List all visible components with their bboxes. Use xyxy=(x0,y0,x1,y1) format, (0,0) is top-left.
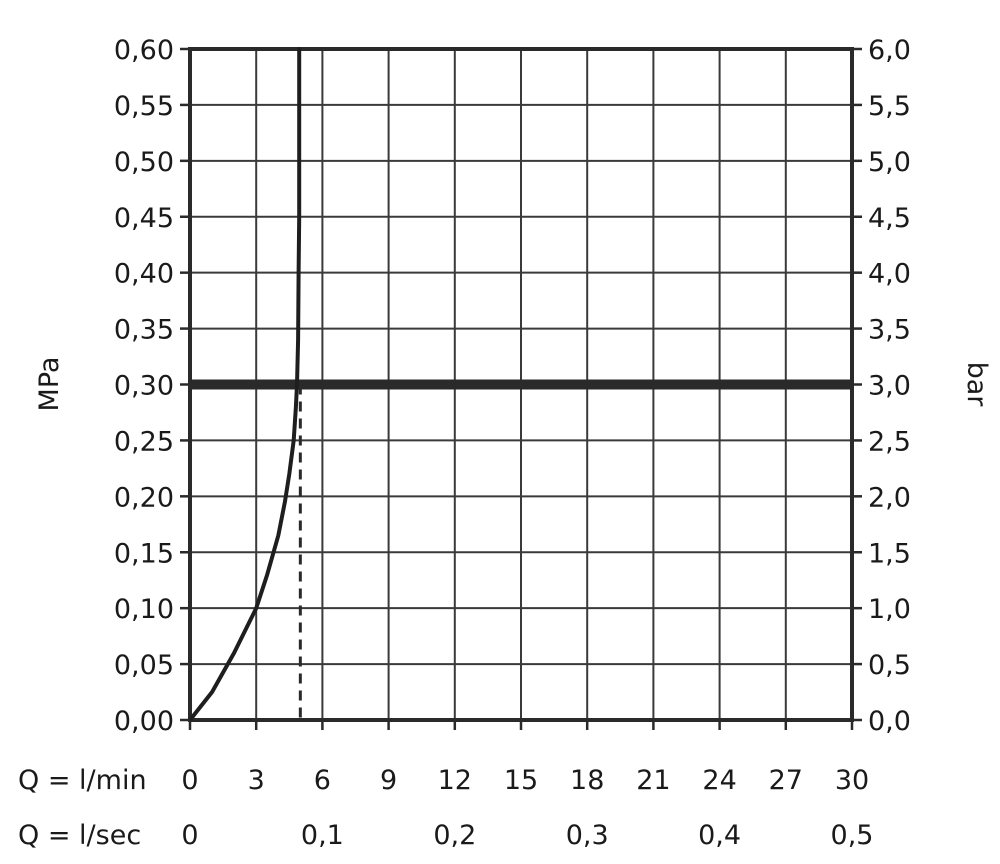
y-axis-left-tick-label: 0,50 xyxy=(114,147,174,178)
y-axis-left-tick-label: 0,30 xyxy=(114,371,174,402)
y-axis-left-tick-label: 0,45 xyxy=(114,203,174,234)
x-axis-lmin-title: Q = l/min xyxy=(18,765,147,796)
x-axis-lmin-tick-label: 24 xyxy=(702,765,736,796)
y-axis-left-ticks: 0,00 0,05 0,10 0,15 0,20 0,25 0,30 0,35 0,40 0,45… xyxy=(114,35,190,737)
x-axis-lsec-tick-label: 0,1 xyxy=(301,820,344,851)
y-axis-right-tick-label: 2,5 xyxy=(868,426,911,457)
x-axis-lmin-tick-label: 0 xyxy=(181,765,198,796)
x-axis-lsec-tick-label: 0,5 xyxy=(831,820,874,851)
x-axis-lsec-tick-label: 0 xyxy=(181,820,198,851)
y-axis-left-tick-label: 0,35 xyxy=(114,315,174,346)
y-axis-right-tick-label: 1,5 xyxy=(868,538,911,569)
x-axis-lsec-tick-label: 0,2 xyxy=(433,820,476,851)
y-axis-right-tick-label: 4,5 xyxy=(868,203,911,234)
y-axis-left-tick-label: 0,15 xyxy=(114,538,174,569)
y-axis-right-tick-label: 3,0 xyxy=(868,371,911,402)
reference-lines xyxy=(190,379,852,720)
y-axis-right-title: bar xyxy=(961,362,992,408)
x-axis-lmin-tick-label: 18 xyxy=(570,765,604,796)
x-axis-lmin-tick-label: 3 xyxy=(248,765,265,796)
y-axis-left-tick-label: 0,20 xyxy=(114,482,174,513)
y-axis-left-tick-label: 0,60 xyxy=(114,35,174,66)
x-axis-lsec-ticks: 0 0,1 0,2 0,3 0,4 0,5 xyxy=(181,820,873,851)
flow-curve xyxy=(188,47,302,722)
x-axis-lsec-tick-label: 0,4 xyxy=(698,820,741,851)
x-axis-lsec-title: Q = l/sec xyxy=(18,820,141,851)
y-axis-left-tick-label: 0,00 xyxy=(114,706,174,737)
x-axis-lsec-tick-label: 0,3 xyxy=(566,820,609,851)
x-axis-lmin-tick-label: 15 xyxy=(504,765,538,796)
x-axis-lmin-ticks: 0 3 6 9 12 15 18 21 24 27 30 xyxy=(181,720,869,796)
y-axis-right-tick-label: 6,0 xyxy=(868,35,911,66)
x-axis-lmin-tick-label: 21 xyxy=(636,765,670,796)
y-axis-left-tick-label: 0,05 xyxy=(114,650,174,681)
y-axis-right-tick-label: 5,0 xyxy=(868,147,911,178)
y-axis-right-tick-label: 0,5 xyxy=(868,650,911,681)
y-axis-right-tick-label: 3,5 xyxy=(868,315,911,346)
y-axis-right-tick-label: 4,0 xyxy=(868,259,911,290)
x-axis-lmin-tick-label: 9 xyxy=(380,765,397,796)
y-axis-left-tick-label: 0,25 xyxy=(114,426,174,457)
y-axis-left-tick-label: 0,40 xyxy=(114,259,174,290)
y-axis-right-tick-label: 2,0 xyxy=(868,482,911,513)
y-axis-right-tick-label: 0,0 xyxy=(868,706,911,737)
y-axis-right-tick-label: 1,0 xyxy=(868,594,911,625)
y-axis-left-title: MPa xyxy=(34,357,65,412)
y-axis-left-tick-label: 0,10 xyxy=(114,594,174,625)
y-axis-right-tick-label: 5,5 xyxy=(868,91,911,122)
x-axis-lmin-tick-label: 27 xyxy=(769,765,803,796)
x-axis-lmin-tick-label: 6 xyxy=(314,765,331,796)
y-axis-left-tick-label: 0,55 xyxy=(114,91,174,122)
x-axis-lmin-tick-label: 12 xyxy=(438,765,472,796)
x-axis-lmin-tick-label: 30 xyxy=(835,765,869,796)
y-axis-right-ticks: 0,0 0,5 1,0 1,5 2,0 2,5 3,0 3,5 4,0 4,5 5,0 5,5 6,0 xyxy=(852,35,911,737)
